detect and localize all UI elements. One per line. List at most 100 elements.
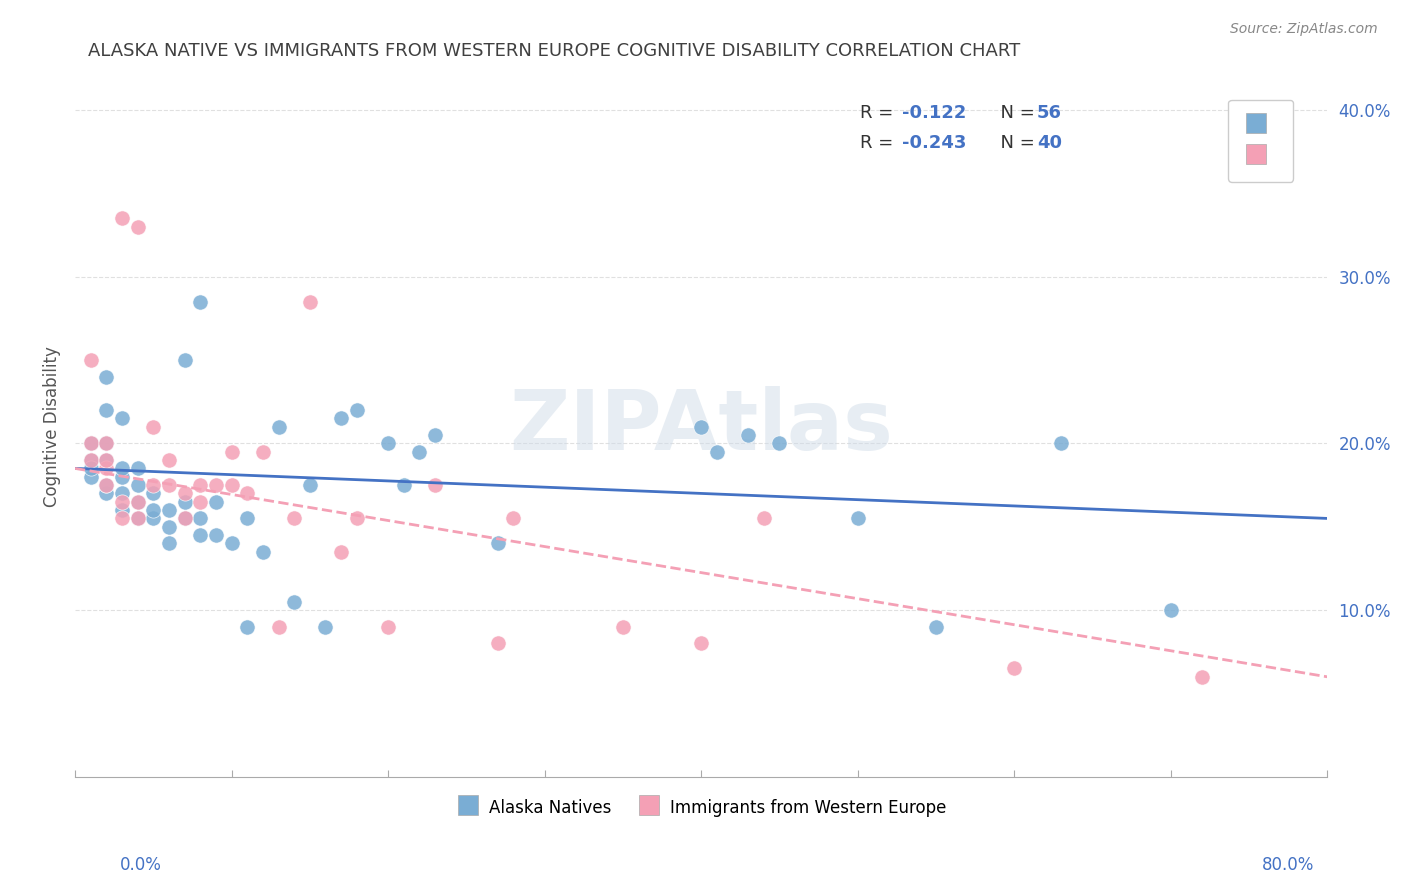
Point (157, 453, 180, 467)
Text: ZIPAtlas: ZIPAtlas (509, 386, 893, 467)
Point (267, 419, 290, 434)
Point (127, 461, 149, 475)
Point (96, 436, 118, 450)
Point (96, 478, 118, 492)
Point (79, 353, 101, 368)
Point (96, 453, 118, 467)
Text: 40: 40 (1036, 134, 1062, 153)
Point (205, 495, 228, 509)
Point (127, 478, 149, 492)
Point (142, 486, 165, 500)
Point (486, 536, 509, 550)
Point (1002, 661, 1025, 675)
Text: R =: R = (860, 104, 905, 122)
Point (690, 419, 713, 434)
Point (157, 478, 180, 492)
Point (127, 495, 149, 509)
Point (330, 545, 353, 559)
Point (173, 511, 195, 525)
Text: 56: 56 (1036, 104, 1062, 122)
Point (267, 620, 290, 634)
Point (236, 486, 259, 500)
Point (127, 495, 149, 509)
Point (423, 428, 446, 442)
Point (408, 444, 430, 458)
Point (173, 495, 195, 509)
Point (205, 528, 228, 542)
Point (252, 545, 274, 559)
Text: N =: N = (990, 104, 1040, 122)
Point (79, 436, 101, 450)
Point (111, 211, 134, 226)
Point (392, 478, 415, 492)
Point (846, 511, 869, 525)
Point (96, 486, 118, 500)
Point (79, 461, 101, 475)
Text: -0.243: -0.243 (901, 134, 966, 153)
Point (346, 511, 368, 525)
Point (486, 636, 509, 650)
Point (188, 511, 211, 525)
Point (79, 453, 101, 467)
Point (96, 461, 118, 475)
Point (111, 511, 134, 525)
Point (283, 511, 305, 525)
Point (111, 461, 134, 475)
Point (111, 495, 134, 509)
Point (173, 486, 195, 500)
Point (330, 411, 353, 425)
Point (298, 294, 321, 309)
Point (79, 453, 101, 467)
Point (1191, 670, 1213, 684)
Point (188, 294, 211, 309)
Point (1050, 436, 1073, 450)
Point (188, 495, 211, 509)
Point (236, 511, 259, 525)
Point (423, 478, 446, 492)
Point (377, 620, 399, 634)
Text: 0.0%: 0.0% (120, 856, 162, 874)
Point (377, 436, 399, 450)
Point (298, 478, 321, 492)
Point (1160, 603, 1182, 617)
Point (252, 444, 274, 458)
Point (346, 403, 368, 417)
Y-axis label: Cognitive Disability: Cognitive Disability (44, 346, 60, 508)
Point (79, 469, 101, 483)
Point (314, 620, 336, 634)
Text: ALASKA NATIVE VS IMMIGRANTS FROM WESTERN EUROPE COGNITIVE DISABILITY CORRELATION: ALASKA NATIVE VS IMMIGRANTS FROM WESTERN… (87, 42, 1019, 60)
Point (221, 536, 243, 550)
Point (111, 469, 134, 483)
Point (157, 520, 180, 534)
Point (79, 436, 101, 450)
Point (142, 419, 165, 434)
Point (96, 453, 118, 467)
Point (96, 369, 118, 384)
Point (142, 503, 165, 517)
Point (706, 444, 728, 458)
Text: Source: ZipAtlas.com: Source: ZipAtlas.com (1230, 22, 1378, 37)
Point (205, 478, 228, 492)
Point (173, 511, 195, 525)
Legend: Alaska Natives, Immigrants from Western Europe: Alaska Natives, Immigrants from Western … (450, 791, 953, 824)
Point (142, 511, 165, 525)
Point (127, 219, 149, 234)
Point (111, 486, 134, 500)
Point (127, 511, 149, 525)
Point (188, 528, 211, 542)
Point (96, 436, 118, 450)
Point (111, 503, 134, 517)
Point (737, 428, 759, 442)
Point (157, 503, 180, 517)
Text: -0.122: -0.122 (901, 104, 966, 122)
Point (188, 478, 211, 492)
Point (96, 403, 118, 417)
Point (127, 511, 149, 525)
Point (221, 478, 243, 492)
Point (236, 620, 259, 634)
Point (111, 411, 134, 425)
Text: 80.0%: 80.0% (1263, 856, 1315, 874)
Point (752, 511, 775, 525)
Point (768, 436, 790, 450)
Point (157, 536, 180, 550)
